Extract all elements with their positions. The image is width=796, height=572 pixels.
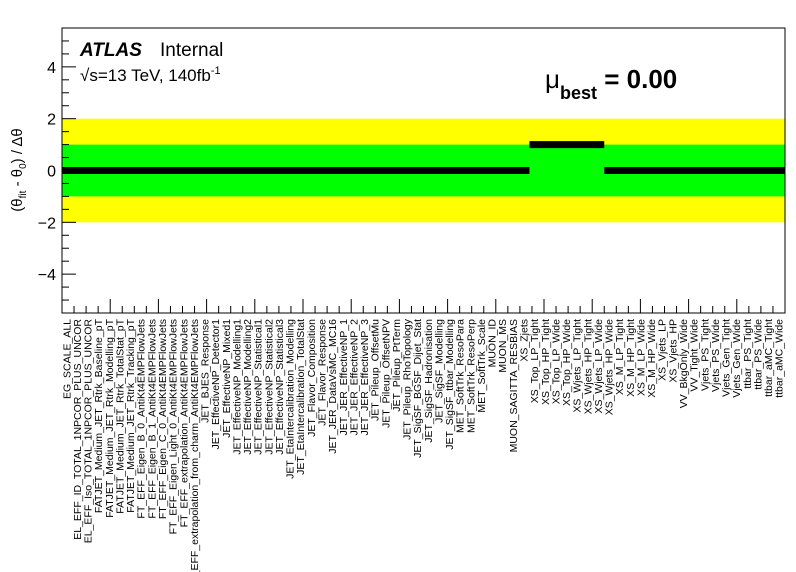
x-tick-label: XS_M_HP_Tight — [625, 319, 637, 397]
x-tick-label: JET_EffectiveNP_Mixed1 — [221, 319, 233, 438]
x-tick-label: VV_BkgOnly_Wide — [678, 319, 690, 408]
x-tick-label: JET_EtaIntercalibration_Modelling — [285, 319, 297, 479]
x-tick-label: JET_JER_EffectiveNP_2 — [348, 319, 360, 436]
x-tick-label: FT_EFF_extrapolation_from_charm_AntiKt4E… — [189, 319, 201, 572]
x-tick-label: JET_Flavor_Composition — [306, 319, 318, 437]
x-tick-label: JET_Flavor_Response — [317, 319, 329, 426]
x-tick-label: MUON_ID — [487, 319, 499, 368]
x-tick-label: XS_Wjets_HP_Tight — [582, 319, 594, 414]
x-tick-label: XS_M_HP_Wide — [646, 319, 658, 398]
y-tick-label: 2 — [47, 112, 56, 129]
x-tick-label: FATJET_Medium_JET_Rtrk_TotalStat_pT — [115, 318, 127, 513]
x-tick-label: JET_EffectiveNP_Statistical3 — [274, 319, 286, 455]
x-tick-label: JET_Pileup_OffsetMu — [370, 319, 382, 421]
y-tick-label: 4 — [47, 60, 56, 77]
x-tick-label: JET_SigSF_Modelling — [433, 319, 445, 423]
x-tick-label: XS_Vjets_HP — [667, 319, 679, 383]
x-tick-label: JET_EffectiveNP_Modelling1 — [231, 319, 243, 455]
x-tick-label: XS_M_LP_Wide — [636, 319, 648, 396]
x-tick-label: JET_EffectiveNP_Modelling2 — [242, 319, 254, 455]
x-tick-label: XS_Wjets_HP_Wide — [604, 319, 616, 415]
energy-lumi-label: √s=13 TeV, 140fb-1 — [80, 65, 221, 85]
x-tick-label: JET_Pileup_OffsetNPV — [380, 319, 392, 428]
x-tick-label: JET_Pileup_PtTerm — [391, 319, 403, 412]
y-tick-label: −4 — [38, 267, 56, 284]
x-tick-label: FT_EFF_Eigen_B_1_AntiKt4EMPFlowJets — [146, 319, 158, 519]
x-tick-label: Vjets_PS_Wide — [710, 319, 722, 392]
x-tick-label: EL_EFF_ID_TOTAL_1NPCOR_PLUS_UNCOR — [72, 319, 84, 540]
x-tick-label: JET_EffectiveNP_Statistical2 — [263, 319, 275, 455]
atlas-label: ATLAS — [79, 40, 142, 61]
atlas-status: Internal — [160, 40, 223, 61]
x-tick-label: ttbar_PS_Wide — [752, 319, 764, 390]
x-tick-label: XS_Wjets_LP_Tight — [572, 319, 584, 413]
x-tick-label: JET_SigSF_BGSF_Dijet_Stat — [412, 319, 424, 458]
x-tick-label: ttbar_aMC_Tight — [763, 319, 775, 397]
x-tick-label: JET_EffectiveNP_Detector1 — [210, 319, 222, 450]
x-tick-label: JET_JER_EffectiveNP_1 — [338, 319, 350, 436]
y-tick-label: −2 — [38, 215, 56, 232]
x-tick-label: VV_Tight_Wide — [689, 319, 701, 392]
x-tick-label: FT_EFF_Eigen_B_0_AntiKt4EMPFlowJets — [136, 319, 148, 519]
x-tick-label: MUON_MS — [497, 319, 509, 373]
x-tick-label: ttbar_PS_Tight — [742, 319, 754, 389]
x-tick-label: FATJET_Medium_JET_Rtrk_Tracking_pT — [125, 318, 137, 512]
x-tick-label: EG_SCALE_ALL — [61, 319, 73, 399]
x-tick-label: XS_Top_HP_Wide — [561, 319, 573, 406]
x-tick-label: JET_Pileup_RhoTopology — [402, 318, 414, 440]
x-tick-label: FATJET_Medium_JET_Rtrk_Modelling_pT — [104, 318, 116, 517]
x-tick-label: JET_JER_DataVsMC_MC16 — [327, 319, 339, 454]
mu-best-label: μbest = 0.00 — [545, 64, 677, 103]
x-tick-label: XS_Top_LP_Tight — [529, 319, 541, 403]
x-tick-label: XS_Zjets — [519, 319, 531, 362]
x-tick-label: JET_EtaIntercalibration_TotalStat — [295, 319, 307, 475]
x-tick-label: Vjets_Gen_Wide — [731, 319, 743, 398]
x-tick-label: MET_SoftTrk_Scale — [476, 319, 488, 413]
x-tick-label: JET_JER_EffectiveNP_3 — [359, 319, 371, 436]
x-tick-label: MET_SoftTrk_ResoPerp — [465, 319, 477, 433]
x-tick-label: Vjets_PS_Tight — [699, 319, 711, 391]
y-axis-title: (θfit - θ0) / Δθ — [9, 128, 29, 211]
x-tick-label: JET_SigSF_ttbar_Modelling — [444, 319, 456, 450]
x-tick-label: ttbar_aMC_Wide — [774, 319, 786, 398]
x-tick-label: XS_Top_HP_Tight — [540, 319, 552, 405]
x-tick-label: JET_SigSF_Hadronisation — [423, 319, 435, 443]
x-tick-label: Vjets_Gen_Tight — [721, 319, 733, 397]
x-tick-label: XS_Wjets_LP_Wide — [593, 319, 605, 414]
x-tick-label: FT_EFF_Eigen_C_0_AntiKt4EMPFlowJets — [157, 319, 169, 519]
y-tick-label: 0 — [47, 164, 56, 181]
x-tick-label: XS_Vjets_LP — [657, 319, 669, 381]
x-tick-label: MUON_SAGITTA_RESBIAS — [508, 319, 520, 452]
x-tick-label: FT_EFF_Eigen_Light_0_AntiKt4EMPFlowJets — [168, 319, 180, 534]
x-tick-label: JET_EffectiveNP_Statistical1 — [253, 319, 265, 455]
x-tick-label: XS_Top_LP_Wide — [550, 319, 562, 404]
x-tick-label: JET_BJES_Response — [200, 319, 212, 423]
x-tick-label: FATJET_Medium_JET_Rtrk_Baseline_pT — [93, 318, 105, 513]
x-tick-label: MET_SoftTrk_ResoPara — [455, 319, 467, 433]
x-tick-label: FT_EFF_extrapolation_AntiKt4EMPFlowJets — [178, 319, 190, 527]
x-tick-label: XS_M_LP_Tight — [614, 319, 626, 395]
x-tick-label: EL_EFF_Iso_TOTAL_1NPCOR_PLUS_UNCOR — [83, 319, 95, 544]
